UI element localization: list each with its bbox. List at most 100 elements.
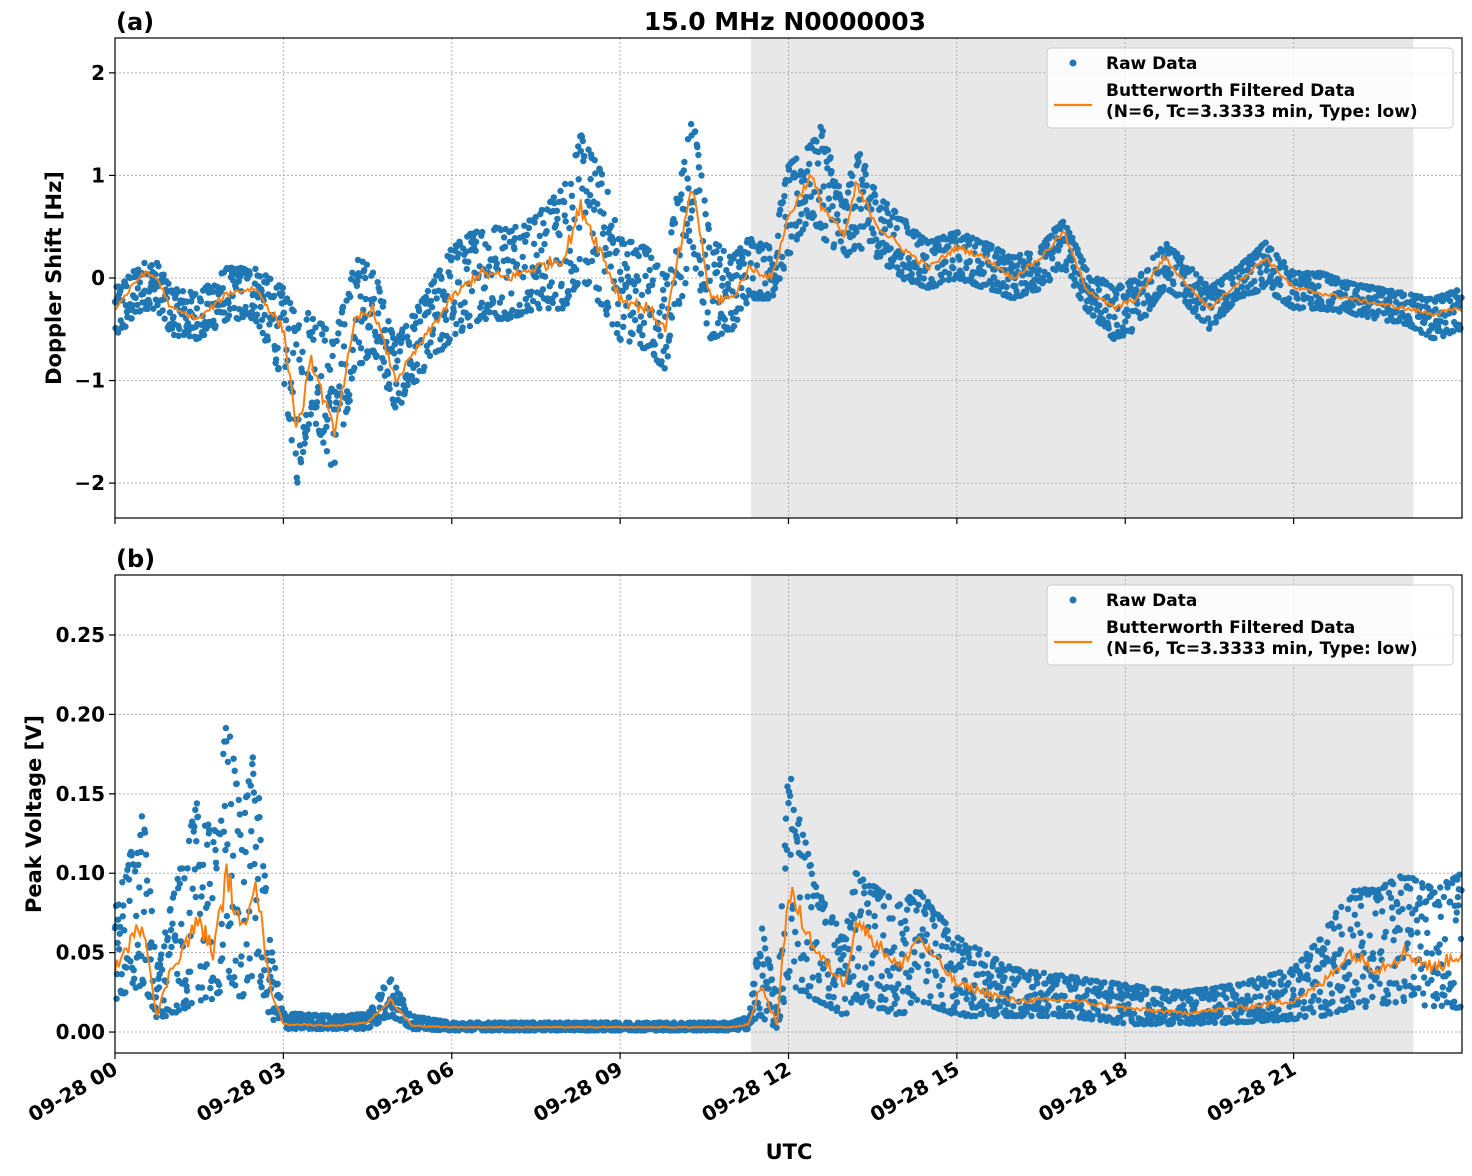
- raw-point: [479, 229, 485, 235]
- raw-point: [226, 312, 232, 318]
- raw-point: [678, 191, 684, 197]
- raw-point: [754, 262, 760, 268]
- raw-point: [1124, 307, 1130, 313]
- raw-point: [825, 147, 831, 153]
- raw-point: [1080, 1009, 1086, 1015]
- raw-point: [467, 323, 473, 329]
- raw-point: [213, 860, 219, 866]
- raw-point: [230, 853, 236, 859]
- raw-point: [908, 1000, 914, 1006]
- raw-point: [301, 440, 307, 446]
- raw-point: [327, 367, 333, 373]
- raw-point: [257, 273, 263, 279]
- y-tick-label: 0.10: [56, 861, 105, 885]
- raw-point: [151, 944, 157, 950]
- raw-point: [683, 266, 689, 272]
- raw-point: [617, 337, 623, 343]
- raw-point: [861, 890, 867, 896]
- raw-point: [393, 985, 399, 991]
- raw-point: [882, 997, 888, 1003]
- raw-point: [1015, 975, 1021, 981]
- raw-point: [1223, 995, 1229, 1001]
- raw-point: [294, 479, 300, 485]
- raw-point: [942, 920, 948, 926]
- raw-point: [933, 972, 939, 978]
- raw-point: [766, 245, 772, 251]
- raw-point: [447, 273, 453, 279]
- raw-point: [936, 983, 942, 989]
- raw-point: [456, 279, 462, 285]
- y-axis-label: Doppler Shift [Hz]: [42, 171, 66, 385]
- raw-point: [1096, 302, 1102, 308]
- raw-point: [1300, 304, 1306, 310]
- raw-point: [1063, 267, 1069, 273]
- raw-point: [977, 947, 983, 953]
- raw-point: [254, 311, 260, 317]
- raw-point: [586, 279, 592, 285]
- raw-point: [131, 976, 137, 982]
- raw-point: [566, 225, 572, 231]
- raw-point: [802, 839, 808, 845]
- raw-point: [1228, 1018, 1234, 1024]
- raw-point: [220, 751, 226, 757]
- raw-point: [1007, 987, 1013, 993]
- raw-point: [757, 953, 763, 959]
- raw-point: [781, 193, 787, 199]
- raw-point: [351, 365, 357, 371]
- raw-point: [872, 199, 878, 205]
- raw-point: [122, 324, 128, 330]
- raw-point: [993, 956, 999, 962]
- raw-point: [903, 926, 909, 932]
- raw-point: [695, 152, 701, 158]
- raw-point: [165, 935, 171, 941]
- raw-point: [1049, 255, 1055, 261]
- raw-point: [862, 163, 868, 169]
- raw-point: [464, 266, 470, 272]
- raw-point: [253, 844, 259, 850]
- raw-point: [1304, 963, 1310, 969]
- x-tick-label: 09-28 12: [697, 1057, 795, 1127]
- raw-point: [305, 310, 311, 316]
- raw-point: [168, 927, 174, 933]
- raw-point: [783, 815, 789, 821]
- raw-point: [323, 326, 329, 332]
- raw-point: [147, 888, 153, 894]
- raw-point: [447, 336, 453, 342]
- raw-point: [522, 239, 528, 245]
- raw-point: [247, 955, 253, 961]
- raw-point: [1188, 292, 1194, 298]
- raw-point: [224, 913, 230, 919]
- raw-point: [1143, 312, 1149, 318]
- raw-point: [1129, 326, 1135, 332]
- raw-point: [805, 894, 811, 900]
- raw-point: [413, 378, 419, 384]
- raw-point: [161, 943, 167, 949]
- raw-point: [660, 287, 666, 293]
- raw-point: [887, 245, 893, 251]
- raw-point: [685, 185, 691, 191]
- raw-point: [823, 237, 829, 243]
- raw-point: [176, 326, 182, 332]
- raw-point: [1193, 999, 1199, 1005]
- raw-point: [320, 439, 326, 445]
- raw-point: [1190, 1020, 1196, 1026]
- raw-point: [201, 332, 207, 338]
- raw-point: [762, 1016, 768, 1022]
- raw-point: [346, 392, 352, 398]
- raw-point: [1120, 1020, 1126, 1026]
- raw-point: [225, 759, 231, 765]
- raw-point: [950, 940, 956, 946]
- raw-point: [209, 895, 215, 901]
- raw-point: [856, 945, 862, 951]
- raw-point: [479, 300, 485, 306]
- raw-point: [734, 317, 740, 323]
- raw-point: [242, 810, 248, 816]
- raw-point: [719, 283, 725, 289]
- raw-point: [630, 310, 636, 316]
- raw-point: [224, 841, 230, 847]
- raw-point: [950, 265, 956, 271]
- raw-point: [955, 230, 961, 236]
- legend-raw-label: Raw Data: [1106, 54, 1197, 74]
- raw-point: [682, 280, 688, 286]
